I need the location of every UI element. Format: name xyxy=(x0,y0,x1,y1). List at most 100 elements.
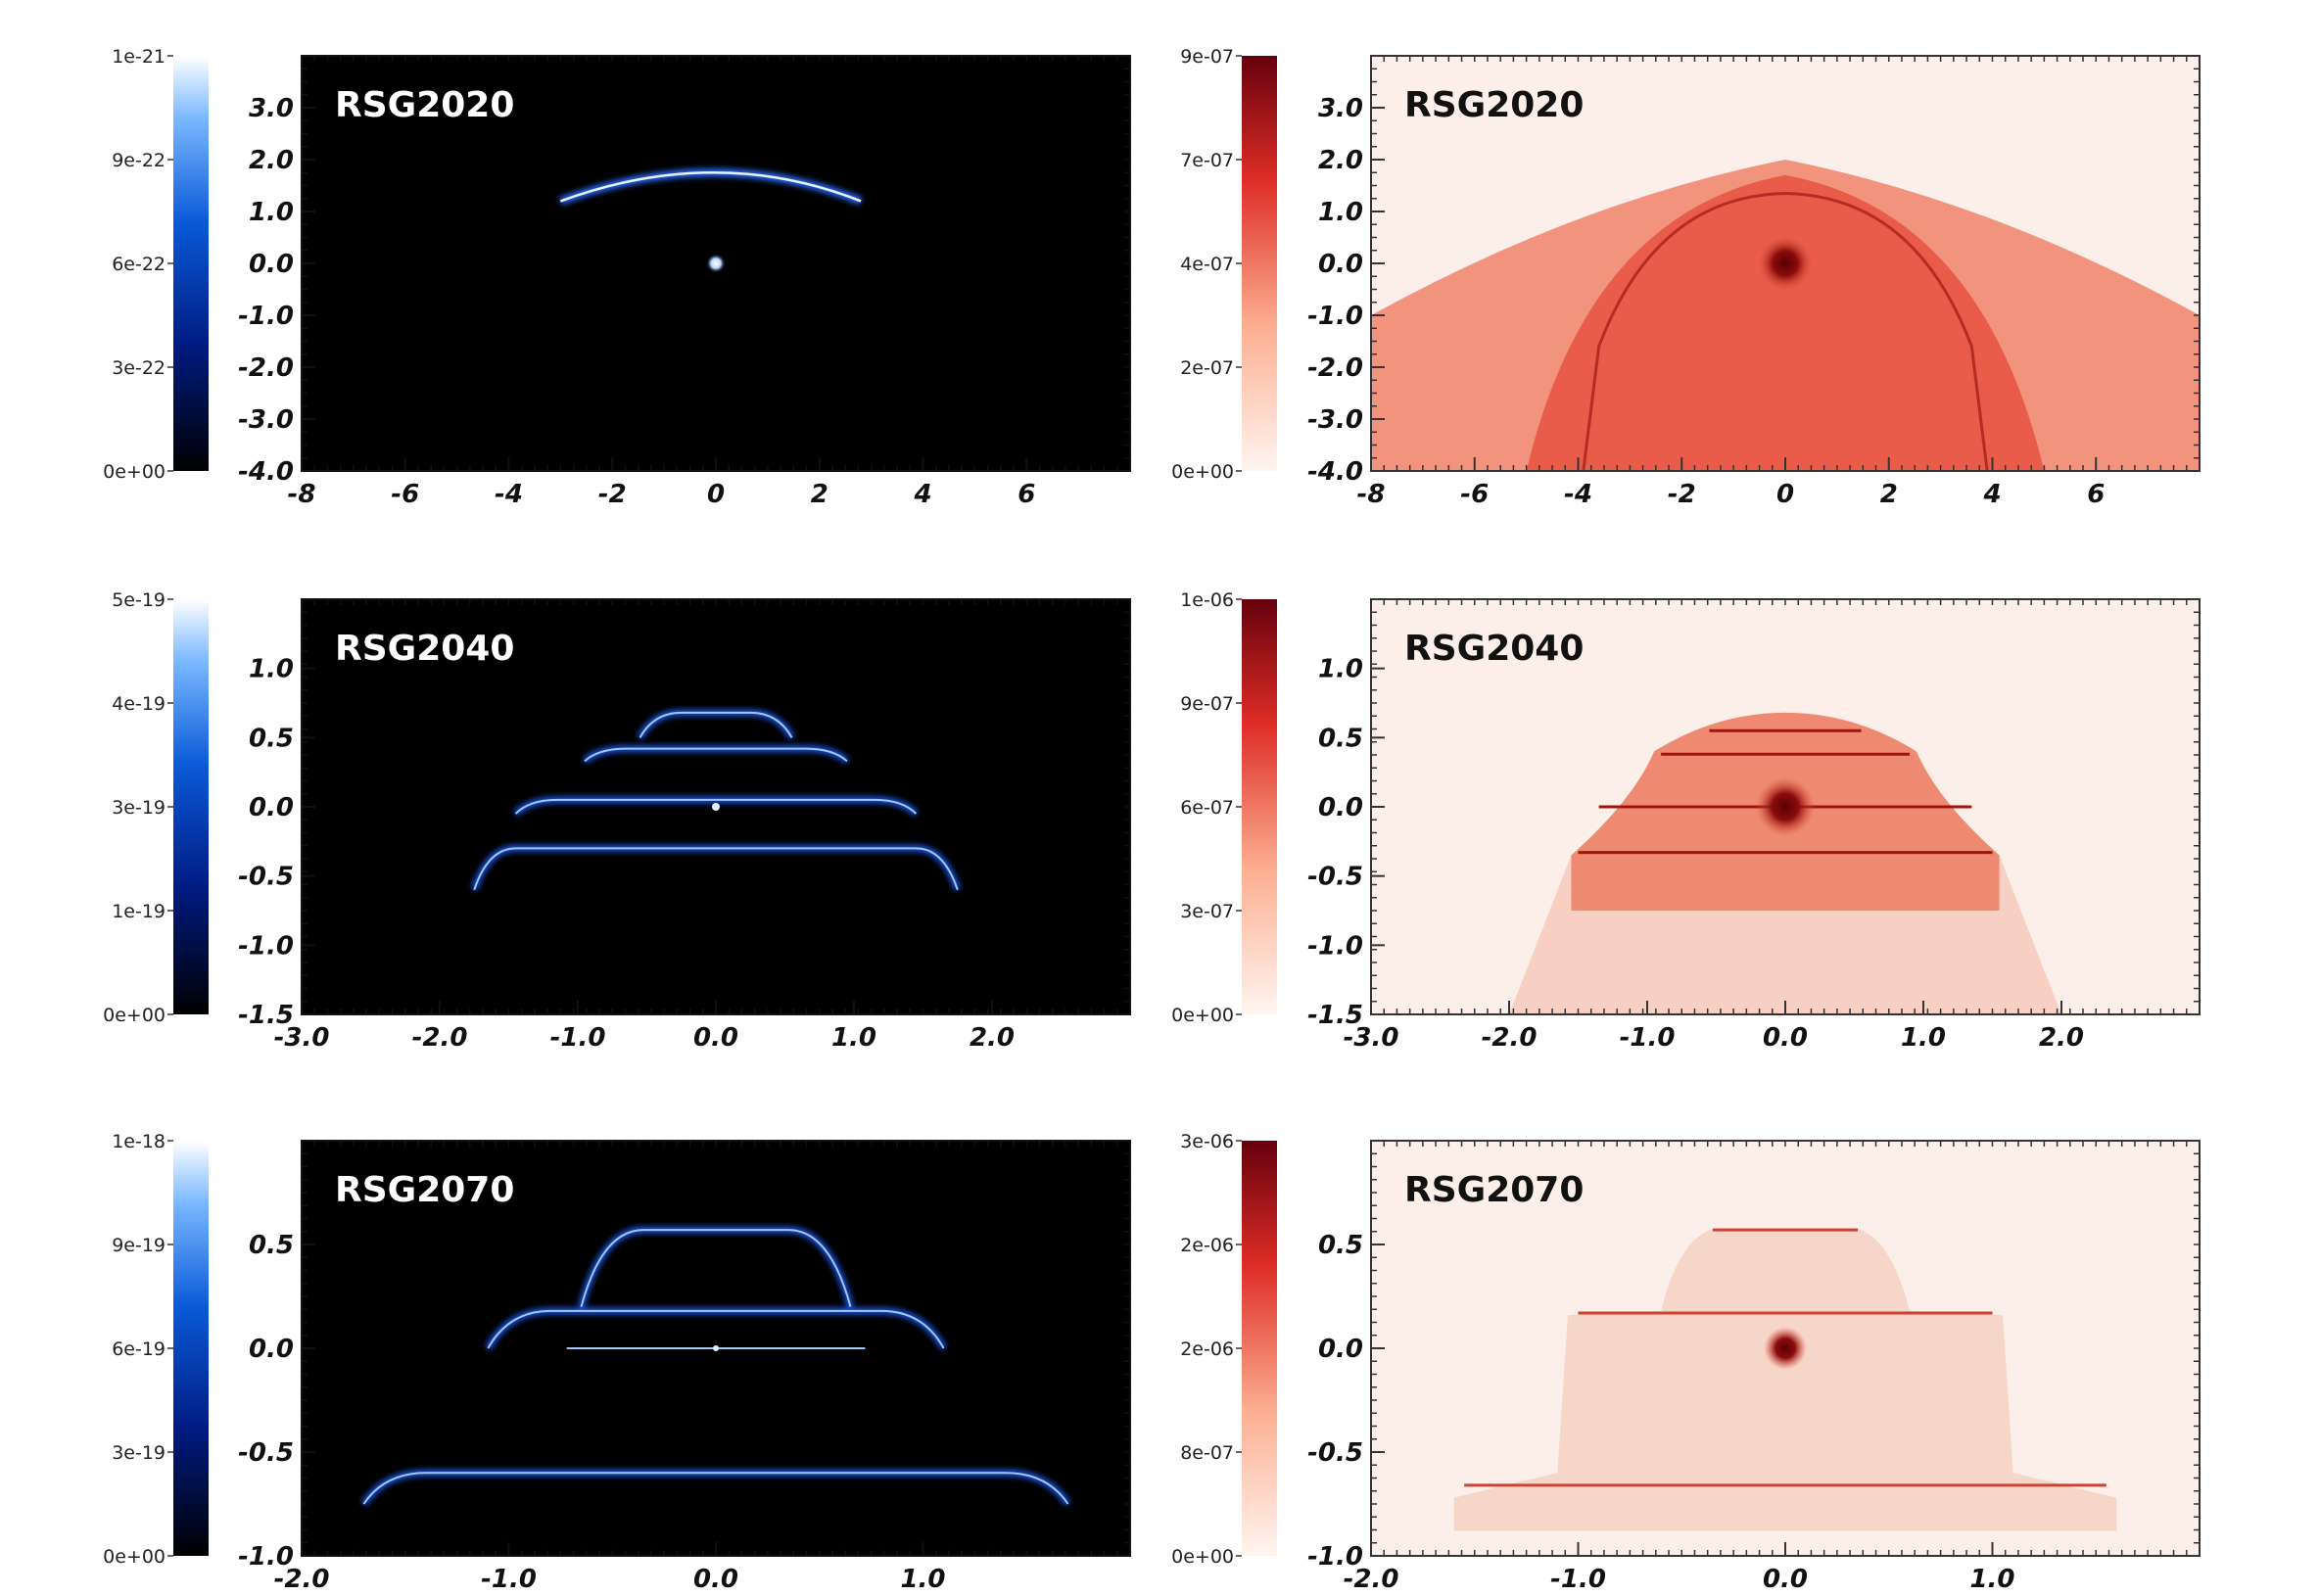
x-tick-label: 0.0 xyxy=(693,1023,738,1053)
y-tick-label: 0.5 xyxy=(1318,1231,1363,1260)
x-tick-label: 1.0 xyxy=(900,1565,945,1594)
y-tick-label: -2.0 xyxy=(238,353,294,383)
density-axes: 0.50.0-0.5-1.0-2.0 -1.0 0.0 1.0 xyxy=(1307,1231,2014,1594)
y-tick-label: -1.0 xyxy=(238,931,294,961)
x-tick-label: 2.0 xyxy=(970,1023,1015,1053)
density-panel-label: RSG2020 xyxy=(1404,85,1584,125)
emission-panel: RSG2020 xyxy=(301,55,1131,472)
emission-colorbar-tick-label: 0e+00 xyxy=(103,1546,166,1568)
y-tick-label: 3.0 xyxy=(1318,94,1363,123)
x-tick-label: 1.0 xyxy=(1969,1565,2014,1594)
density-colorbar-tick-label: 9e-07 xyxy=(1180,693,1234,715)
x-tick-label: -4 xyxy=(1564,480,1592,509)
y-tick-label: -0.5 xyxy=(238,863,294,892)
emission-colorbar-tick-label: 9e-22 xyxy=(112,150,166,171)
y-tick-label: -4.0 xyxy=(238,457,294,487)
y-tick-label: 3.0 xyxy=(249,94,294,123)
star-marker xyxy=(1758,236,1813,291)
x-tick-label: -2.0 xyxy=(274,1565,330,1594)
y-tick-label: 0.0 xyxy=(1318,793,1363,822)
x-tick-label: -2 xyxy=(598,480,627,509)
y-tick-label: -1.0 xyxy=(238,302,294,331)
star-marker xyxy=(1756,777,1815,836)
x-tick-label: 0.0 xyxy=(1763,1565,1808,1594)
emission-colorbar-tick-label: 5e-19 xyxy=(112,589,166,611)
y-tick-label: 2.0 xyxy=(249,146,294,175)
y-tick-label: 0.5 xyxy=(249,1231,294,1260)
y-tick-label: 0.0 xyxy=(249,1335,294,1364)
x-tick-label: -6 xyxy=(1460,480,1489,509)
star-marker xyxy=(706,254,726,273)
density-colorbar: 9e-07 7e-07 4e-07 2e-07 0e+00 xyxy=(1171,46,1277,483)
y-tick-label: 0.0 xyxy=(1318,1335,1363,1364)
emission-colorbar: 1e-18 9e-19 6e-19 3e-19 0e+00 xyxy=(103,1131,209,1568)
y-tick-label: -1.0 xyxy=(1307,302,1363,331)
x-tick-label: -2 xyxy=(1668,480,1696,509)
density-colorbar: 3e-06 2e-06 2e-06 8e-07 0e+00 xyxy=(1171,1131,1277,1568)
emission-shell-edges xyxy=(473,711,959,891)
density-colorbar-tick-label: 7e-07 xyxy=(1180,150,1234,171)
x-tick-label: 2 xyxy=(811,480,828,509)
emission-colorbar-tick-label: 3e-19 xyxy=(112,1442,166,1464)
emission-colorbar-gradient xyxy=(173,56,209,471)
density-colorbar-tick-label: 4e-07 xyxy=(1180,254,1234,275)
emission-colorbar-tick-label: 6e-22 xyxy=(112,254,166,275)
emission-colorbar-gradient xyxy=(173,599,209,1014)
y-tick-label: -3.0 xyxy=(238,405,294,435)
y-tick-label: -4.0 xyxy=(1307,457,1363,487)
y-tick-label: 0.0 xyxy=(249,793,294,822)
density-colorbar-tick-label: 2e-06 xyxy=(1180,1235,1234,1256)
figure-row-1: 1e-21 9e-22 6e-22 3e-22 0e+00 9e-07 7e-07 4e-07… xyxy=(103,46,2201,509)
y-tick-label: 0.0 xyxy=(249,250,294,279)
x-tick-label: 4 xyxy=(1982,480,2001,509)
x-tick-label: -8 xyxy=(1357,480,1386,509)
y-tick-label: -1.5 xyxy=(238,1001,294,1030)
figure-row-2: 5e-19 4e-19 3e-19 1e-19 0e+00 1e-06 9e-07 6e-07… xyxy=(103,589,2201,1053)
y-tick-label: 1.0 xyxy=(249,655,294,684)
x-tick-label: -2.0 xyxy=(1344,1565,1399,1594)
density-colorbar-tick-label: 0e+00 xyxy=(1171,1546,1234,1568)
x-tick-label: -1.0 xyxy=(550,1023,606,1053)
density-colorbar-tick-label: 2e-07 xyxy=(1180,357,1234,379)
star-marker xyxy=(1764,1327,1807,1370)
density-panel-label: RSG2070 xyxy=(1404,1170,1584,1210)
emission-colorbar-tick-label: 1e-21 xyxy=(112,46,166,68)
y-tick-label: 0.0 xyxy=(1318,250,1363,279)
y-tick-label: -2.0 xyxy=(1307,353,1363,383)
density-axes: 1.0 0.5 0.0 -0.5 -1.0 -1.5-3.0 -2.0 -1.0 0.0 1.0 2… xyxy=(1307,655,2084,1053)
emission-axes: 1.0 0.5 0.0 -0.5 -1.0 -1.5-3.0 -2.0 -1.0 0.0 1.0 2… xyxy=(238,655,1015,1053)
emission-panel: RSG2070 xyxy=(301,1140,1131,1557)
y-tick-label: 1.0 xyxy=(1318,655,1363,684)
y-tick-label: 1.0 xyxy=(1318,198,1363,227)
emission-axes: 3.0 2.0 1.0 0.0 -1.0 -2.0 -3.0 -4.0-8 -6 -4 -2 0 2 4 6 xyxy=(238,94,1035,509)
x-tick-label: -2.0 xyxy=(1482,1023,1538,1053)
y-tick-label: -0.5 xyxy=(1307,863,1363,892)
x-tick-label: -4 xyxy=(495,480,523,509)
density-colorbar: 1e-06 9e-07 6e-07 3e-07 0e+00 xyxy=(1171,589,1277,1026)
emission-colorbar-tick-label: 0e+00 xyxy=(103,1005,166,1026)
x-tick-label: 6 xyxy=(1018,480,1035,509)
x-tick-label: -1.0 xyxy=(1620,1023,1676,1053)
star-marker xyxy=(713,1345,719,1351)
x-tick-label: -3.0 xyxy=(274,1023,330,1053)
figure-row-3: 1e-18 9e-19 6e-19 3e-19 0e+00 3e-06 2e-06 2e-06… xyxy=(103,1131,2201,1594)
x-tick-label: -6 xyxy=(391,480,419,509)
density-colorbar-tick-label: 0e+00 xyxy=(1171,1005,1234,1026)
emission-axes: 0.50.0-0.5-1.0-2.0 -1.0 0.0 1.0 xyxy=(238,1231,945,1594)
emission-colorbar-tick-label: 3e-19 xyxy=(112,797,166,819)
x-tick-label: 1.0 xyxy=(1901,1023,1946,1053)
emission-panel: RSG2040 xyxy=(301,598,1131,1015)
emission-colorbar-tick-label: 3e-22 xyxy=(112,357,166,379)
y-tick-label: -0.5 xyxy=(238,1438,294,1468)
y-tick-label: 0.5 xyxy=(1318,724,1363,753)
emission-colorbar-tick-label: 9e-19 xyxy=(112,1235,166,1256)
x-tick-label: 0.0 xyxy=(1763,1023,1808,1053)
density-colorbar-tick-label: 8e-07 xyxy=(1180,1442,1234,1464)
density-panel: RSG2040 xyxy=(1370,598,2201,1015)
x-tick-label: -3.0 xyxy=(1344,1023,1399,1053)
y-tick-label: 2.0 xyxy=(1318,146,1363,175)
y-tick-label: -1.0 xyxy=(1307,931,1363,961)
x-tick-label: -2.0 xyxy=(412,1023,468,1053)
y-tick-label: -1.5 xyxy=(1307,1001,1363,1030)
